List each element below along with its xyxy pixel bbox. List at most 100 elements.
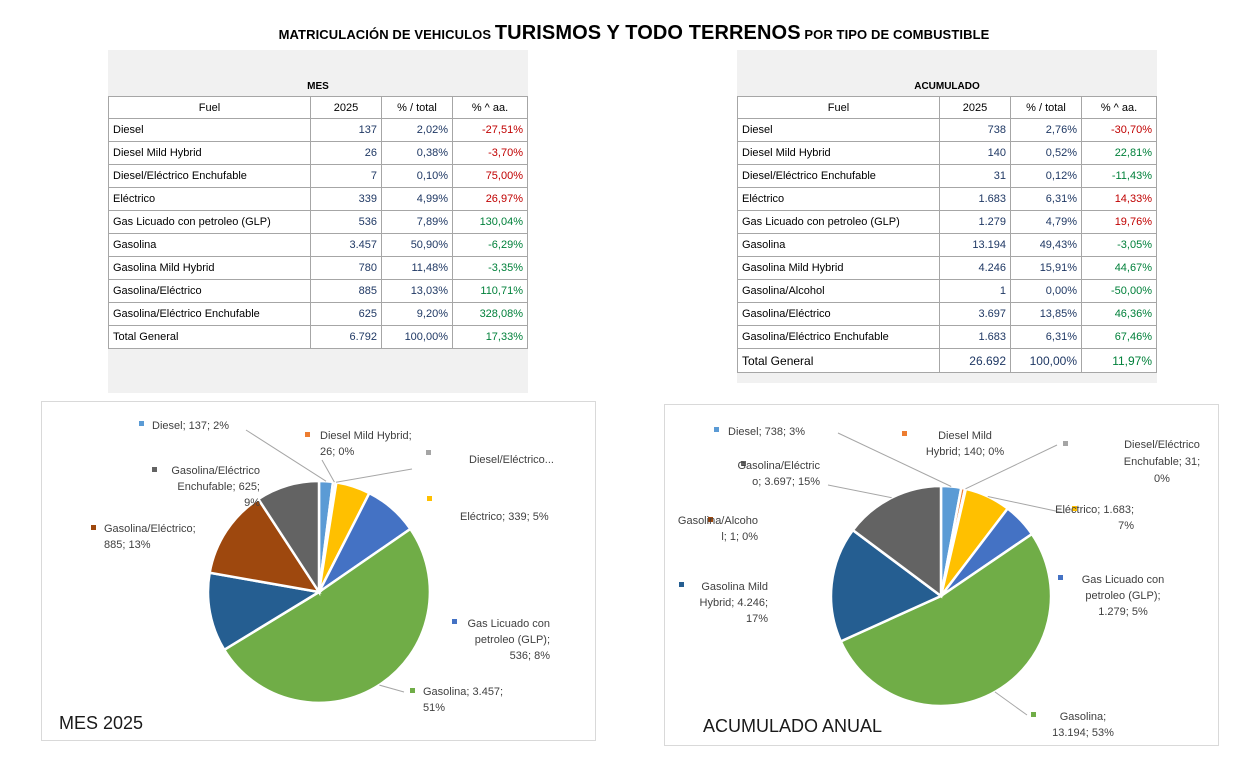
fuel-cell: Gasolina/Eléctrico: [737, 302, 940, 326]
table-row: Gasolina/Eléctrico 3.697 13,85% 46,36%: [737, 302, 1157, 326]
legend-key-square: [1058, 575, 1063, 580]
pie-label-electrico: Eléctrico; 1.683; 7%: [987, 496, 1134, 532]
data-label-line: Diesel Mild: [938, 430, 992, 442]
total-v-cell: 26.692: [939, 348, 1011, 373]
value-cell: 13.194: [939, 233, 1011, 257]
pct-total-cell: 6,31%: [1010, 325, 1082, 349]
pct-yoy-cell: 75,00%: [452, 164, 528, 188]
data-label-line: Diesel; 738; 3%: [728, 426, 805, 438]
data-label-line: 26; 0%: [320, 446, 354, 458]
data-label-line: o; 3.697; 15%: [752, 476, 820, 488]
value-cell: 7: [310, 164, 382, 188]
header-fuel: Fuel: [737, 96, 940, 119]
legend-key-square: [139, 421, 144, 426]
pct-total-cell: 0,38%: [381, 141, 453, 165]
data-label-line: 536; 8%: [510, 650, 551, 662]
pct-total-cell: 0,00%: [1010, 279, 1082, 303]
table-row: Eléctrico 339 4,99% 26,97%: [108, 187, 528, 211]
fuel-cell: Gasolina/Eléctrico Enchufable: [108, 302, 311, 326]
legend-key-square: [679, 582, 684, 587]
data-label-line: Gas Licuado con: [467, 618, 550, 630]
pie-label-diesel-mild-hybrid: Diesel Mild Hybrid; 26; 0%: [305, 430, 412, 483]
pct-yoy-cell: 19,76%: [1081, 210, 1157, 234]
acumulado-table-header: Fuel 2025 % / total % ^ aa.: [737, 96, 1157, 119]
legend-key-square: [708, 517, 713, 522]
table-row: Diesel Mild Hybrid 26 0,38% -3,70%: [108, 141, 528, 165]
pct-total-cell: 13,03%: [381, 279, 453, 303]
table-row: Eléctrico 1.683 6,31% 14,33%: [737, 187, 1157, 211]
acumulado-pie-chart: Diesel; 738; 3% Diesel Mild Hybrid; 140; 0…: [664, 404, 1219, 746]
data-label-line: Diesel/Eléctrico: [1124, 439, 1200, 451]
mes-table: Fuel 2025 % / total % ^ aa. Diesel 137 2,0…: [108, 96, 528, 349]
legend-key-square: [1063, 441, 1068, 446]
data-label-line: Diesel; 137; 2%: [152, 420, 229, 432]
pie-label-diesel-electrico-enchufable: Diesel/Eléctrico...: [335, 450, 554, 483]
legend-key-square: [902, 431, 907, 436]
data-label-line: Gasolina/Eléctric: [737, 460, 820, 472]
legend-key-square: [91, 525, 96, 530]
pie-label-gasolina-electrico: Gasolina/Eléctric o; 3.697; 15%: [737, 460, 892, 499]
fuel-cell: Eléctrico: [108, 187, 311, 211]
header-pct-total: % / total: [1010, 96, 1082, 119]
pie-slice-gasolina-electrico: [851, 484, 943, 599]
pct-total-cell: 9,20%: [381, 302, 453, 326]
legend-key-square: [1072, 506, 1077, 511]
legend-key-square: [305, 432, 310, 437]
fuel-cell: Gasolina/Alcohol: [737, 279, 940, 303]
leader-line: [335, 468, 413, 483]
table-row: Diesel/Eléctrico Enchufable 31 0,12% -11,43…: [737, 164, 1157, 188]
data-label-line: Gasolina; 3.457;: [423, 686, 503, 698]
data-label-line: 1.279; 5%: [1098, 606, 1148, 618]
table-row: Diesel Mild Hybrid 140 0,52% 22,81%: [737, 141, 1157, 165]
fuel-cell: Gas Licuado con petroleo (GLP): [108, 210, 311, 234]
fuel-cell: Diesel/Eléctrico Enchufable: [737, 164, 940, 188]
table-row: Gasolina Mild Hybrid 780 11,48% -3,35%: [108, 256, 528, 280]
data-label-line: l; 1; 0%: [721, 531, 758, 543]
value-cell: 26: [310, 141, 382, 165]
fuel-cell: Gasolina Mild Hybrid: [737, 256, 940, 280]
data-label-line: Eléctrico; 1.683;: [1055, 504, 1134, 516]
title-part-3: POR TIPO DE COMBUSTIBLE: [800, 27, 990, 42]
value-cell: 536: [310, 210, 382, 234]
legend-key-square: [410, 688, 415, 693]
data-label-line: Enchufable; 31;: [1124, 456, 1200, 468]
page-title: MATRICULACIÓN DE VEHICULOS TURISMOS Y TO…: [0, 22, 1241, 45]
pct-yoy-cell: 22,81%: [1081, 141, 1157, 165]
table-row: Gasolina/Eléctrico Enchufable 1.683 6,31% 6…: [737, 325, 1157, 349]
table-row: Gas Licuado con petroleo (GLP) 536 7,89% 13…: [108, 210, 528, 234]
pct-total-cell: 0,10%: [381, 164, 453, 188]
data-label-line: 51%: [423, 702, 445, 714]
pct-total-cell: 0,52%: [1010, 141, 1082, 165]
pct-total-cell: 0,12%: [1010, 164, 1082, 188]
value-cell: 780: [310, 256, 382, 280]
title-part-1: MATRICULACIÓN DE VEHICULOS: [278, 27, 495, 42]
title-part-2: TURISMOS Y TODO TERRENOS: [494, 22, 801, 44]
data-label-line: petroleo (GLP);: [475, 634, 550, 646]
header-pct-yoy: % ^ aa.: [452, 96, 528, 119]
pie-label-gasolina: Gasolina; 3.457; 51%: [379, 684, 503, 714]
pie-label-gas-licuado-con-petroleo-glp: Gas Licuado con petroleo (GLP); 536; 8%: [452, 618, 550, 662]
pct-total-cell: 15,91%: [1010, 256, 1082, 280]
value-cell: 738: [939, 118, 1011, 142]
value-cell: 339: [310, 187, 382, 211]
total-pct-cell: 100,00%: [1010, 348, 1082, 373]
pct-total-cell: 4,79%: [1010, 210, 1082, 234]
total-yoy-cell: 11,97%: [1081, 348, 1157, 373]
pct-total-cell: 11,48%: [381, 256, 453, 280]
table-row: Diesel/Eléctrico Enchufable 7 0,10% 75,00%: [108, 164, 528, 188]
pie-label-diesel-electrico-enchufable: Diesel/Eléctrico Enchufable; 31; 0%: [965, 439, 1200, 490]
pct-yoy-cell: -27,51%: [452, 118, 528, 142]
acumulado-chart-title: ACUMULADO ANUAL: [703, 716, 883, 736]
mes-chart-title: MES 2025: [59, 713, 144, 733]
table-row: Gasolina/Eléctrico Enchufable 625 9,20% 328…: [108, 302, 528, 326]
acumulado-table: Fuel 2025 % / total % ^ aa. Diesel 738 2,7…: [737, 96, 1157, 373]
pct-yoy-cell: 110,71%: [452, 279, 528, 303]
fuel-cell: Gasolina Mild Hybrid: [108, 256, 311, 280]
pct-yoy-cell: -6,29%: [452, 233, 528, 257]
data-label-line: 17%: [746, 613, 768, 625]
header-year: 2025: [310, 96, 382, 119]
pie-label-gasolina-alcohol: Gasolina/Alcoho l; 1; 0%: [678, 515, 758, 543]
pct-yoy-cell: 26,97%: [452, 187, 528, 211]
legend-key-square: [741, 461, 746, 466]
fuel-cell: Gasolina/Eléctrico Enchufable: [737, 325, 940, 349]
